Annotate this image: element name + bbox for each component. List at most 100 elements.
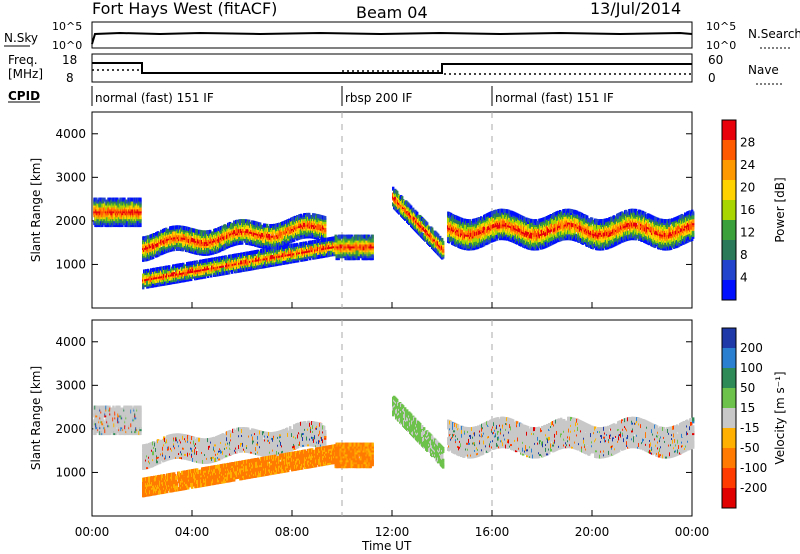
echo-cell [168, 265, 171, 270]
echo-cell [147, 235, 150, 240]
echo-cell [410, 205, 413, 210]
echo-cell [294, 243, 297, 248]
echo-cell [139, 197, 142, 202]
cpid-row: normal (fast) 151 IF rbsp 200 IF normal (f… [91, 86, 614, 106]
echo-cell [276, 250, 279, 255]
echo-cell [325, 249, 328, 254]
echo-cell [239, 236, 242, 241]
echo-cell [156, 243, 159, 248]
echo-cell [209, 229, 212, 234]
echo-cell [243, 219, 246, 224]
echo-cell [224, 224, 227, 229]
echo-cell [256, 261, 259, 266]
echo-cell [309, 214, 312, 219]
echo-cell [196, 229, 199, 234]
echo-cell [289, 229, 292, 234]
echo-cell [153, 267, 156, 272]
echo-cell [396, 190, 399, 195]
station-title: Fort Hays West (fitACF) [92, 0, 277, 18]
nsky-label: N.Sky [4, 31, 38, 45]
echo-cell [253, 232, 256, 237]
echo-cell [272, 237, 275, 242]
echo-cell [179, 225, 182, 230]
echo-cell [318, 254, 321, 259]
echo-cell [165, 269, 168, 274]
echo-cell [147, 268, 150, 273]
nsky-tick-bottom: 10^0 [52, 39, 82, 52]
echo-cell [305, 241, 308, 246]
echo-cell [139, 215, 142, 220]
echo-cell [442, 248, 445, 253]
echo-cell [215, 228, 218, 233]
echo-cell [296, 242, 299, 247]
y-axis-label: Slant Range [km] [29, 158, 43, 262]
echo-cell [271, 255, 274, 260]
echo-cell [144, 237, 147, 242]
freq-trace [92, 62, 692, 74]
nsky-tick-top: 10^5 [52, 20, 82, 33]
echo-cell [225, 255, 228, 260]
freq-label-2: [MHz] [8, 67, 43, 81]
cpid-label: CPID [8, 89, 40, 103]
echo-cell [139, 223, 142, 228]
echo-cell [130, 197, 133, 202]
echo-cell [319, 240, 322, 245]
cpid-segment-label: normal (fast) 151 IF [495, 91, 614, 105]
echo-cell [300, 213, 303, 218]
echo-cell [272, 231, 275, 236]
echo-cell [310, 240, 313, 245]
nsky-strip-frame [91, 21, 693, 49]
echo-cell [412, 207, 415, 212]
echo-cell [152, 279, 155, 284]
echo-cell [188, 227, 191, 232]
y-tick-label: 1000 [55, 257, 86, 271]
echo-cell [290, 249, 293, 254]
echo-cell [200, 230, 203, 235]
echo-cell [210, 251, 213, 256]
echo-cell [152, 283, 155, 288]
beam-title: Beam 04 [356, 3, 428, 22]
echo-cell [320, 220, 323, 225]
echo-cell [160, 229, 163, 234]
echo-cell [224, 239, 227, 244]
echo-cell [257, 265, 260, 270]
echo-cell [161, 246, 164, 251]
date-title: 13/Jul/2014 [590, 0, 681, 18]
echo-cell [298, 220, 301, 225]
cpid-segment-label: normal (fast) 151 IF [95, 91, 214, 105]
echo-cell [214, 242, 217, 247]
echo-cell [324, 227, 327, 232]
echo-cell [247, 251, 250, 256]
echo-cell [287, 234, 290, 239]
echo-cell [303, 230, 306, 235]
nsearch-tick-top: 10^5 [706, 20, 736, 33]
echo-cell [178, 246, 181, 251]
nave-tick-bottom: 0 [708, 71, 716, 85]
echo-cell [213, 269, 216, 274]
echo-cell [158, 240, 161, 245]
cpid-segment-label: rbsp 200 IF [345, 91, 412, 105]
echo-cell [273, 235, 276, 240]
echo-cell [271, 227, 274, 232]
echo-cell [208, 269, 211, 274]
echo-cell [256, 221, 259, 226]
echo-cell [190, 235, 193, 240]
echo-cell [264, 223, 267, 228]
echo-cell [371, 234, 374, 239]
echo-cell [442, 240, 445, 245]
echo-cell [190, 261, 193, 266]
echo-cell [174, 241, 177, 246]
echo-cell [248, 219, 251, 224]
echo-cell [314, 213, 317, 218]
echo-cell [339, 240, 342, 245]
nave-tick-top: 60 [708, 53, 723, 67]
echo-cell [285, 235, 288, 240]
echo-cell [180, 243, 183, 248]
echo-cell [159, 243, 162, 248]
echo-cell [205, 272, 208, 277]
y-tick-label: 3000 [55, 170, 86, 184]
y-tick-label: 4000 [55, 127, 86, 141]
echo-cell [202, 230, 205, 235]
echo-cell [231, 269, 234, 274]
